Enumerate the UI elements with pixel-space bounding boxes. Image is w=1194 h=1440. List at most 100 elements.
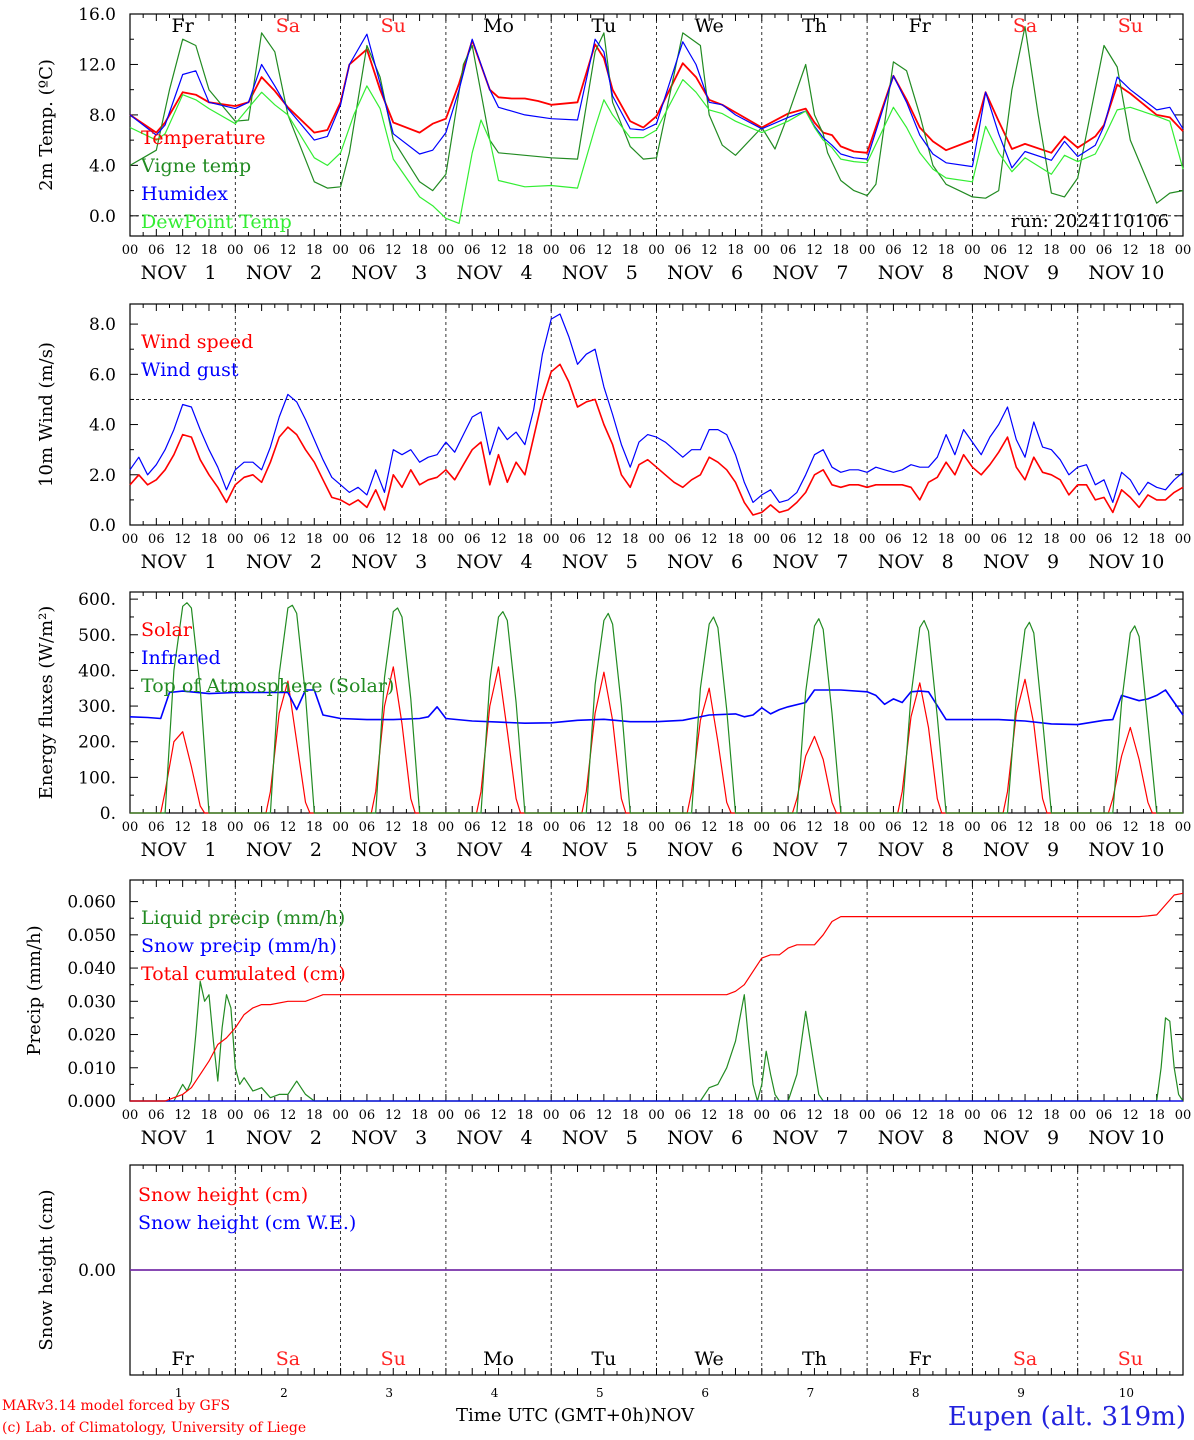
panel-4-date-day: 9: [1047, 1127, 1059, 1149]
panel-4-hour-label: 18: [411, 1108, 428, 1123]
panel-2-date-month: NOV: [772, 551, 818, 573]
panel-4-date-month: NOV: [562, 1127, 608, 1149]
panel-1-series-vigne-temp: [129, 26, 1184, 204]
panel-4-legend-entry: Liquid precip (mm/h): [141, 907, 345, 929]
panel-1-hour-label: 18: [938, 243, 955, 258]
panel-1-hour-label: 00: [332, 243, 349, 258]
panel-2-hour-label: 12: [1122, 532, 1139, 547]
panel-2-hour-label: 12: [490, 532, 507, 547]
panel-5-day-number: 3: [385, 1386, 393, 1400]
panel-3-hour-label: 00: [1069, 820, 1086, 835]
panel-1-day-abbr: We: [695, 15, 724, 37]
panel-1-legend-entry: Vigne temp: [140, 155, 251, 177]
panel-2-date-day: 7: [836, 551, 848, 573]
panel-3-y-axis-title: Energy fluxes (W/m²): [36, 606, 57, 800]
panel-1-y-tick-label: 16.0: [78, 5, 116, 25]
panel-4-hour-label: 00: [227, 1108, 244, 1123]
panel-3-date-day: 8: [942, 839, 954, 861]
panel-5-day-number: 7: [807, 1386, 815, 1400]
panel-3-y-tick-label: 0.: [100, 804, 116, 824]
panel-4-hour-label: 00: [543, 1108, 560, 1123]
panel-1-hour-label: 00: [227, 243, 244, 258]
panel-5-day-abbr: Su: [1118, 1348, 1143, 1370]
panel-5-day-abbr: Sa: [276, 1348, 300, 1370]
panel-3-date-month: NOV: [351, 839, 397, 861]
panel-3-hour-label: 18: [727, 820, 744, 835]
panel-1-hour-label: 12: [911, 243, 928, 258]
panel-2-y-tick-label: 2.0: [89, 466, 116, 486]
panel-3-hour-label: 00: [754, 820, 771, 835]
panel-2-date-day: 2: [310, 551, 322, 573]
panel-3-date-month: NOV: [246, 839, 292, 861]
panel-4-y-tick-label: 0.050: [67, 926, 116, 946]
panel-3-y-tick-label: 100.: [78, 768, 116, 788]
panel-1-hour-label: 00: [1175, 243, 1192, 258]
panel-1-date-month: NOV: [667, 262, 713, 284]
panel-1-run-label: run: 2024110106: [1011, 211, 1169, 232]
panel-4-hour-label: 12: [596, 1108, 613, 1123]
panel-5-day-number: 6: [701, 1386, 709, 1400]
panel-3-hour-label: 00: [227, 820, 244, 835]
panel-1-day-abbr: Fr: [172, 15, 195, 37]
panel-4-date-month: NOV: [246, 1127, 292, 1149]
panel-2-date-month: NOV: [562, 551, 608, 573]
panel-1-date-month: NOV: [772, 262, 818, 284]
panel-3-hour-label: 12: [806, 820, 823, 835]
panel-1-date-month: NOV: [1088, 262, 1134, 284]
panel-2-hour-label: 00: [754, 532, 771, 547]
panel-4-hour-label: 12: [911, 1108, 928, 1123]
panel-3-hour-label: 18: [306, 820, 323, 835]
panel-4-hour-label: 18: [938, 1108, 955, 1123]
panel-2-y-axis-title: 10m Wind (m/s): [36, 342, 57, 487]
panel-3-hour-label: 06: [1096, 820, 1113, 835]
x-axis-title: Time UTC (GMT+0h)NOV: [456, 1405, 694, 1426]
panel-2-hour-label: 00: [964, 532, 981, 547]
panel-1-series-humidex: [129, 33, 1184, 169]
panel-2-hour-label: 12: [701, 532, 718, 547]
panel-3-hour-label: 00: [1175, 820, 1192, 835]
panel-2-hour-label: 00: [332, 532, 349, 547]
panel-2-date-month: NOV: [1088, 551, 1134, 573]
panel-4-hour-label: 06: [464, 1108, 481, 1123]
panel-5-day-abbr: We: [695, 1348, 724, 1370]
panel-4-hour-label: 00: [859, 1108, 876, 1123]
panel-3-date-day: 6: [731, 839, 743, 861]
panel-2-series-wind-gust: [129, 313, 1184, 503]
panel-4-hour-label: 00: [438, 1108, 455, 1123]
panel-3-hour-label: 12: [1122, 820, 1139, 835]
model-credit: MARv3.14 model forced by GFS: [2, 1398, 231, 1414]
panel-5-day-number: 9: [1017, 1386, 1025, 1400]
panel-2-date-month: NOV: [351, 551, 397, 573]
panel-3-hour-label: 06: [253, 820, 270, 835]
panel-2-date-month: NOV: [141, 551, 187, 573]
panel-4-y-tick-label: 0.030: [67, 992, 116, 1012]
panel-5-day-abbr: Fr: [909, 1348, 932, 1370]
panel-3-hour-label: 12: [280, 820, 297, 835]
panel-4-y-tick-label: 0.010: [67, 1059, 116, 1079]
station-name: Eupen (alt. 319m): [947, 1402, 1186, 1432]
panel-4-hour-label: 06: [148, 1108, 165, 1123]
panel-3-date-month: NOV: [1088, 839, 1134, 861]
panel-3-y-tick-label: 500.: [78, 626, 116, 646]
panel-4-date-day: 1: [205, 1127, 217, 1149]
panel-1-legend-entry: Humidex: [141, 183, 228, 205]
panel-1-hour-label: 12: [596, 243, 613, 258]
panel-3-legend-entry: Infrared: [141, 647, 221, 669]
panel-1-hour-label: 18: [1043, 243, 1060, 258]
panel-3-hour-label: 06: [359, 820, 376, 835]
panel-4-hour-label: 06: [359, 1108, 376, 1123]
panel-2-hour-label: 18: [517, 532, 534, 547]
panel-3-date-month: NOV: [667, 839, 713, 861]
panel-5-day-abbr: Sa: [1013, 1348, 1037, 1370]
panel-3-date-day: 9: [1047, 839, 1059, 861]
panel-1-hour-label: 12: [280, 243, 297, 258]
panel-2-hour-label: 06: [990, 532, 1007, 547]
panel-4-hour-label: 18: [306, 1108, 323, 1123]
panel-4-date-month: NOV: [983, 1127, 1029, 1149]
panel-2-date-month: NOV: [667, 551, 713, 573]
panel-1-date-day: 6: [731, 262, 743, 284]
panel-3-hour-label: 00: [543, 820, 560, 835]
panel-2-hour-label: 18: [727, 532, 744, 547]
panel-1-date-month: NOV: [457, 262, 503, 284]
x-axis-month: NOV: [650, 1405, 695, 1426]
